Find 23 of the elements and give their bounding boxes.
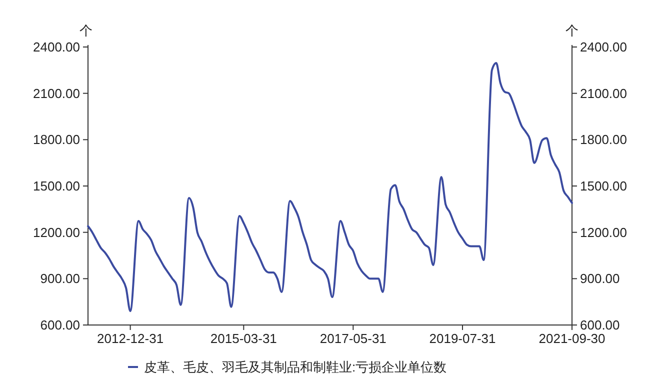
x-tick-label: 2021-09-30 (538, 331, 606, 346)
y2-tick-label: 2100.00 (580, 86, 627, 101)
legend-label: 皮革、毛皮、羽毛及其制品和制鞋业:亏损企业单位数 (144, 360, 447, 375)
y-tick-label: 900.00 (40, 271, 80, 286)
y2-tick-label: 2400.00 (580, 40, 627, 55)
x-tick-label: 2015-03-31 (210, 331, 277, 346)
y2-tick-label: 1200.00 (580, 224, 627, 240)
x-tick-label: 2017-05-31 (320, 331, 386, 346)
y-tick-label: 1200.00 (33, 224, 80, 240)
y-axis-title: 个 (80, 23, 92, 38)
y2-tick-label: 1500.00 (580, 178, 627, 194)
x-tick-label: 2012-12-31 (97, 331, 164, 346)
y-tick-label: 600.00 (40, 318, 80, 333)
y2-tick-label: 600.00 (580, 318, 620, 333)
y2-axis-title: 个 (566, 23, 578, 38)
x-tick-label: 2019-07-31 (429, 331, 496, 346)
y-tick-label: 1500.00 (33, 178, 80, 194)
y-tick-label: 1800.00 (33, 132, 80, 148)
y2-tick-label: 900.00 (580, 271, 620, 286)
y2-tick-label: 1800.00 (580, 132, 627, 148)
y-tick-label: 2400.00 (33, 40, 80, 55)
line-series (87, 62, 573, 312)
y-tick-label: 2100.00 (33, 86, 80, 101)
